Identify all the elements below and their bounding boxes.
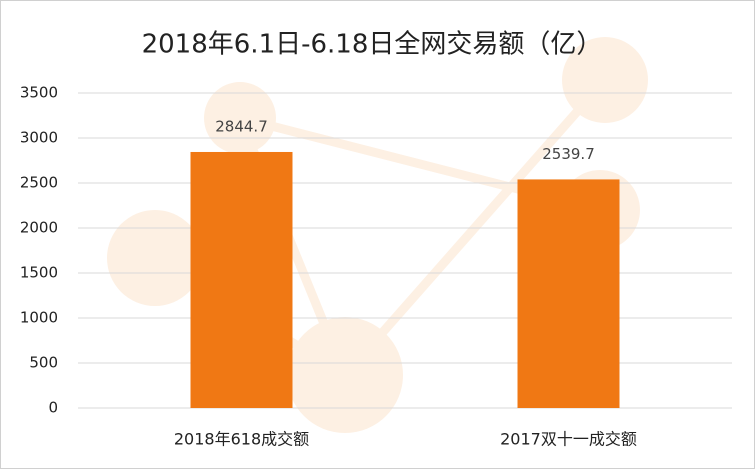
y-tick-label: 2500 [20,174,58,192]
y-tick-label: 0 [48,399,58,417]
y-tick-label: 500 [29,354,58,372]
y-tick-label: 3500 [20,84,58,102]
bar [190,151,293,409]
data-label: 2844.7 [215,117,268,135]
y-tick-label: 1500 [20,264,58,282]
x-tick-label: 2017双十一成交额 [500,430,637,449]
y-tick-label: 2000 [20,219,58,237]
y-tick-label: 3000 [20,129,58,147]
y-tick-label: 1000 [20,309,58,327]
x-tick-label: 2018年618成交额 [174,430,309,449]
bar [517,179,620,408]
data-label: 2539.7 [542,145,595,163]
chart-title: 2018年6.1日-6.18日全网交易额（亿） [142,30,603,60]
